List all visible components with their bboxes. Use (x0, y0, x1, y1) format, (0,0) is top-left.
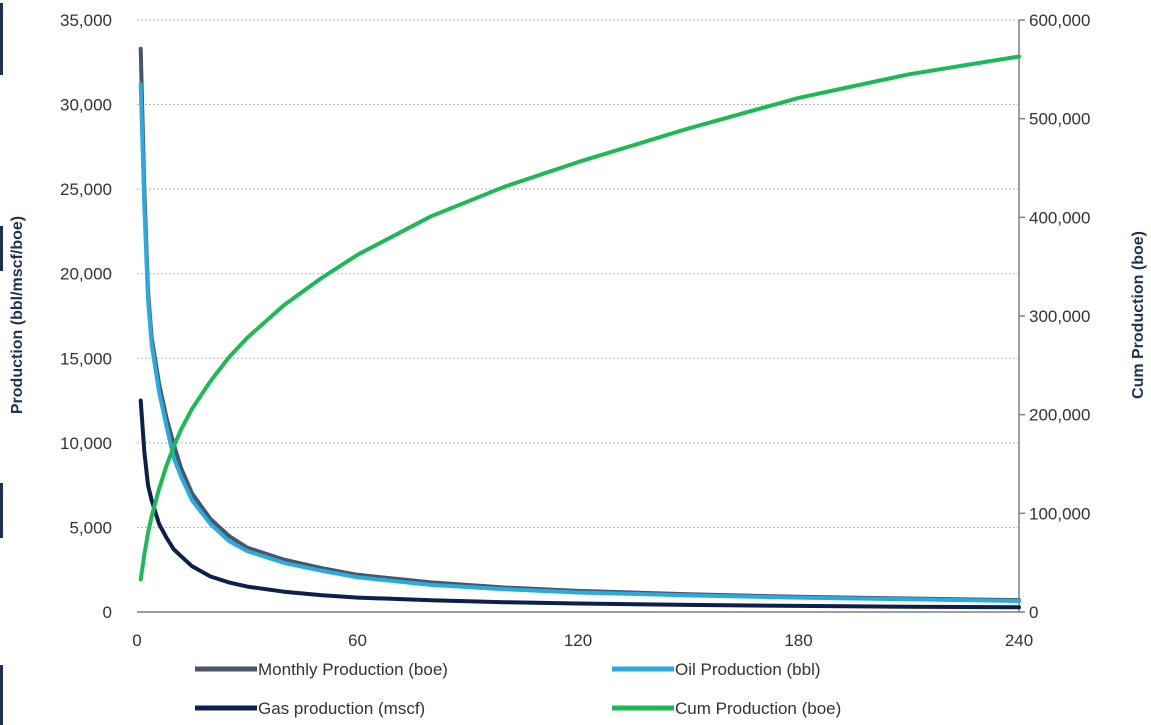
left-axis-ticks: 0 5,000 10,000 15,000 20,000 25,000 30,000 35,0… (60, 11, 112, 622)
right-tick-label: 200,000 (1029, 406, 1090, 425)
series-line-cum-production-boe (138, 54, 1021, 582)
right-tick-label: 0 (1029, 603, 1038, 622)
right-axis-ticks: 0 100,000 200,000 300,000 400,000 500,000 600,… (1019, 11, 1090, 622)
edge-mark-3 (0, 665, 3, 725)
x-tick-label: 120 (564, 631, 592, 650)
left-tick-label: 15,000 (60, 349, 112, 368)
left-tick-label: 10,000 (60, 434, 112, 453)
right-tick-label: 300,000 (1029, 307, 1090, 326)
left-tick-label: 25,000 (60, 180, 112, 199)
series-lines (138, 46, 1021, 610)
edge-mark-0 (0, 3, 3, 75)
edge-mark-1 (0, 226, 3, 271)
x-axis-ticks: 0 60 120 180 240 (132, 631, 1033, 650)
right-tick-label: 100,000 (1029, 504, 1090, 523)
right-axis-title: Cum Production (boe) (1130, 231, 1147, 399)
legend: Monthly Production (boe) Oil Production (… (195, 660, 841, 718)
right-tick-label: 400,000 (1029, 208, 1090, 227)
series-line-gas-production-mscf (138, 398, 1021, 610)
right-tick-label: 500,000 (1029, 110, 1090, 129)
legend-label-cum-production-boe: Cum Production (boe) (675, 699, 841, 718)
left-edge-marks (0, 3, 3, 725)
legend-label-monthly-production-boe: Monthly Production (boe) (258, 660, 448, 679)
series-line-monthly-production-boe (138, 46, 1021, 603)
left-tick-label: 20,000 (60, 265, 112, 284)
left-tick-label: 0 (103, 603, 112, 622)
legend-label-oil-production-bbl: Oil Production (bbl) (675, 660, 821, 679)
legend-label-gas-production-mscf: Gas production (mscf) (258, 699, 425, 718)
left-tick-label: 5,000 (69, 518, 112, 537)
left-axis-title: Production (bbl/mscf/boe) (9, 216, 26, 414)
left-tick-label: 30,000 (60, 96, 112, 115)
right-tick-label: 600,000 (1029, 11, 1090, 30)
x-tick-label: 180 (784, 631, 812, 650)
x-tick-label: 60 (348, 631, 367, 650)
gridlines (137, 19, 1019, 528)
series-line-oil-production-bbl (138, 82, 1021, 603)
x-tick-label: 240 (1005, 631, 1033, 650)
x-tick-label: 0 (132, 631, 141, 650)
edge-mark-2 (0, 483, 3, 538)
left-tick-label: 35,000 (60, 11, 112, 30)
